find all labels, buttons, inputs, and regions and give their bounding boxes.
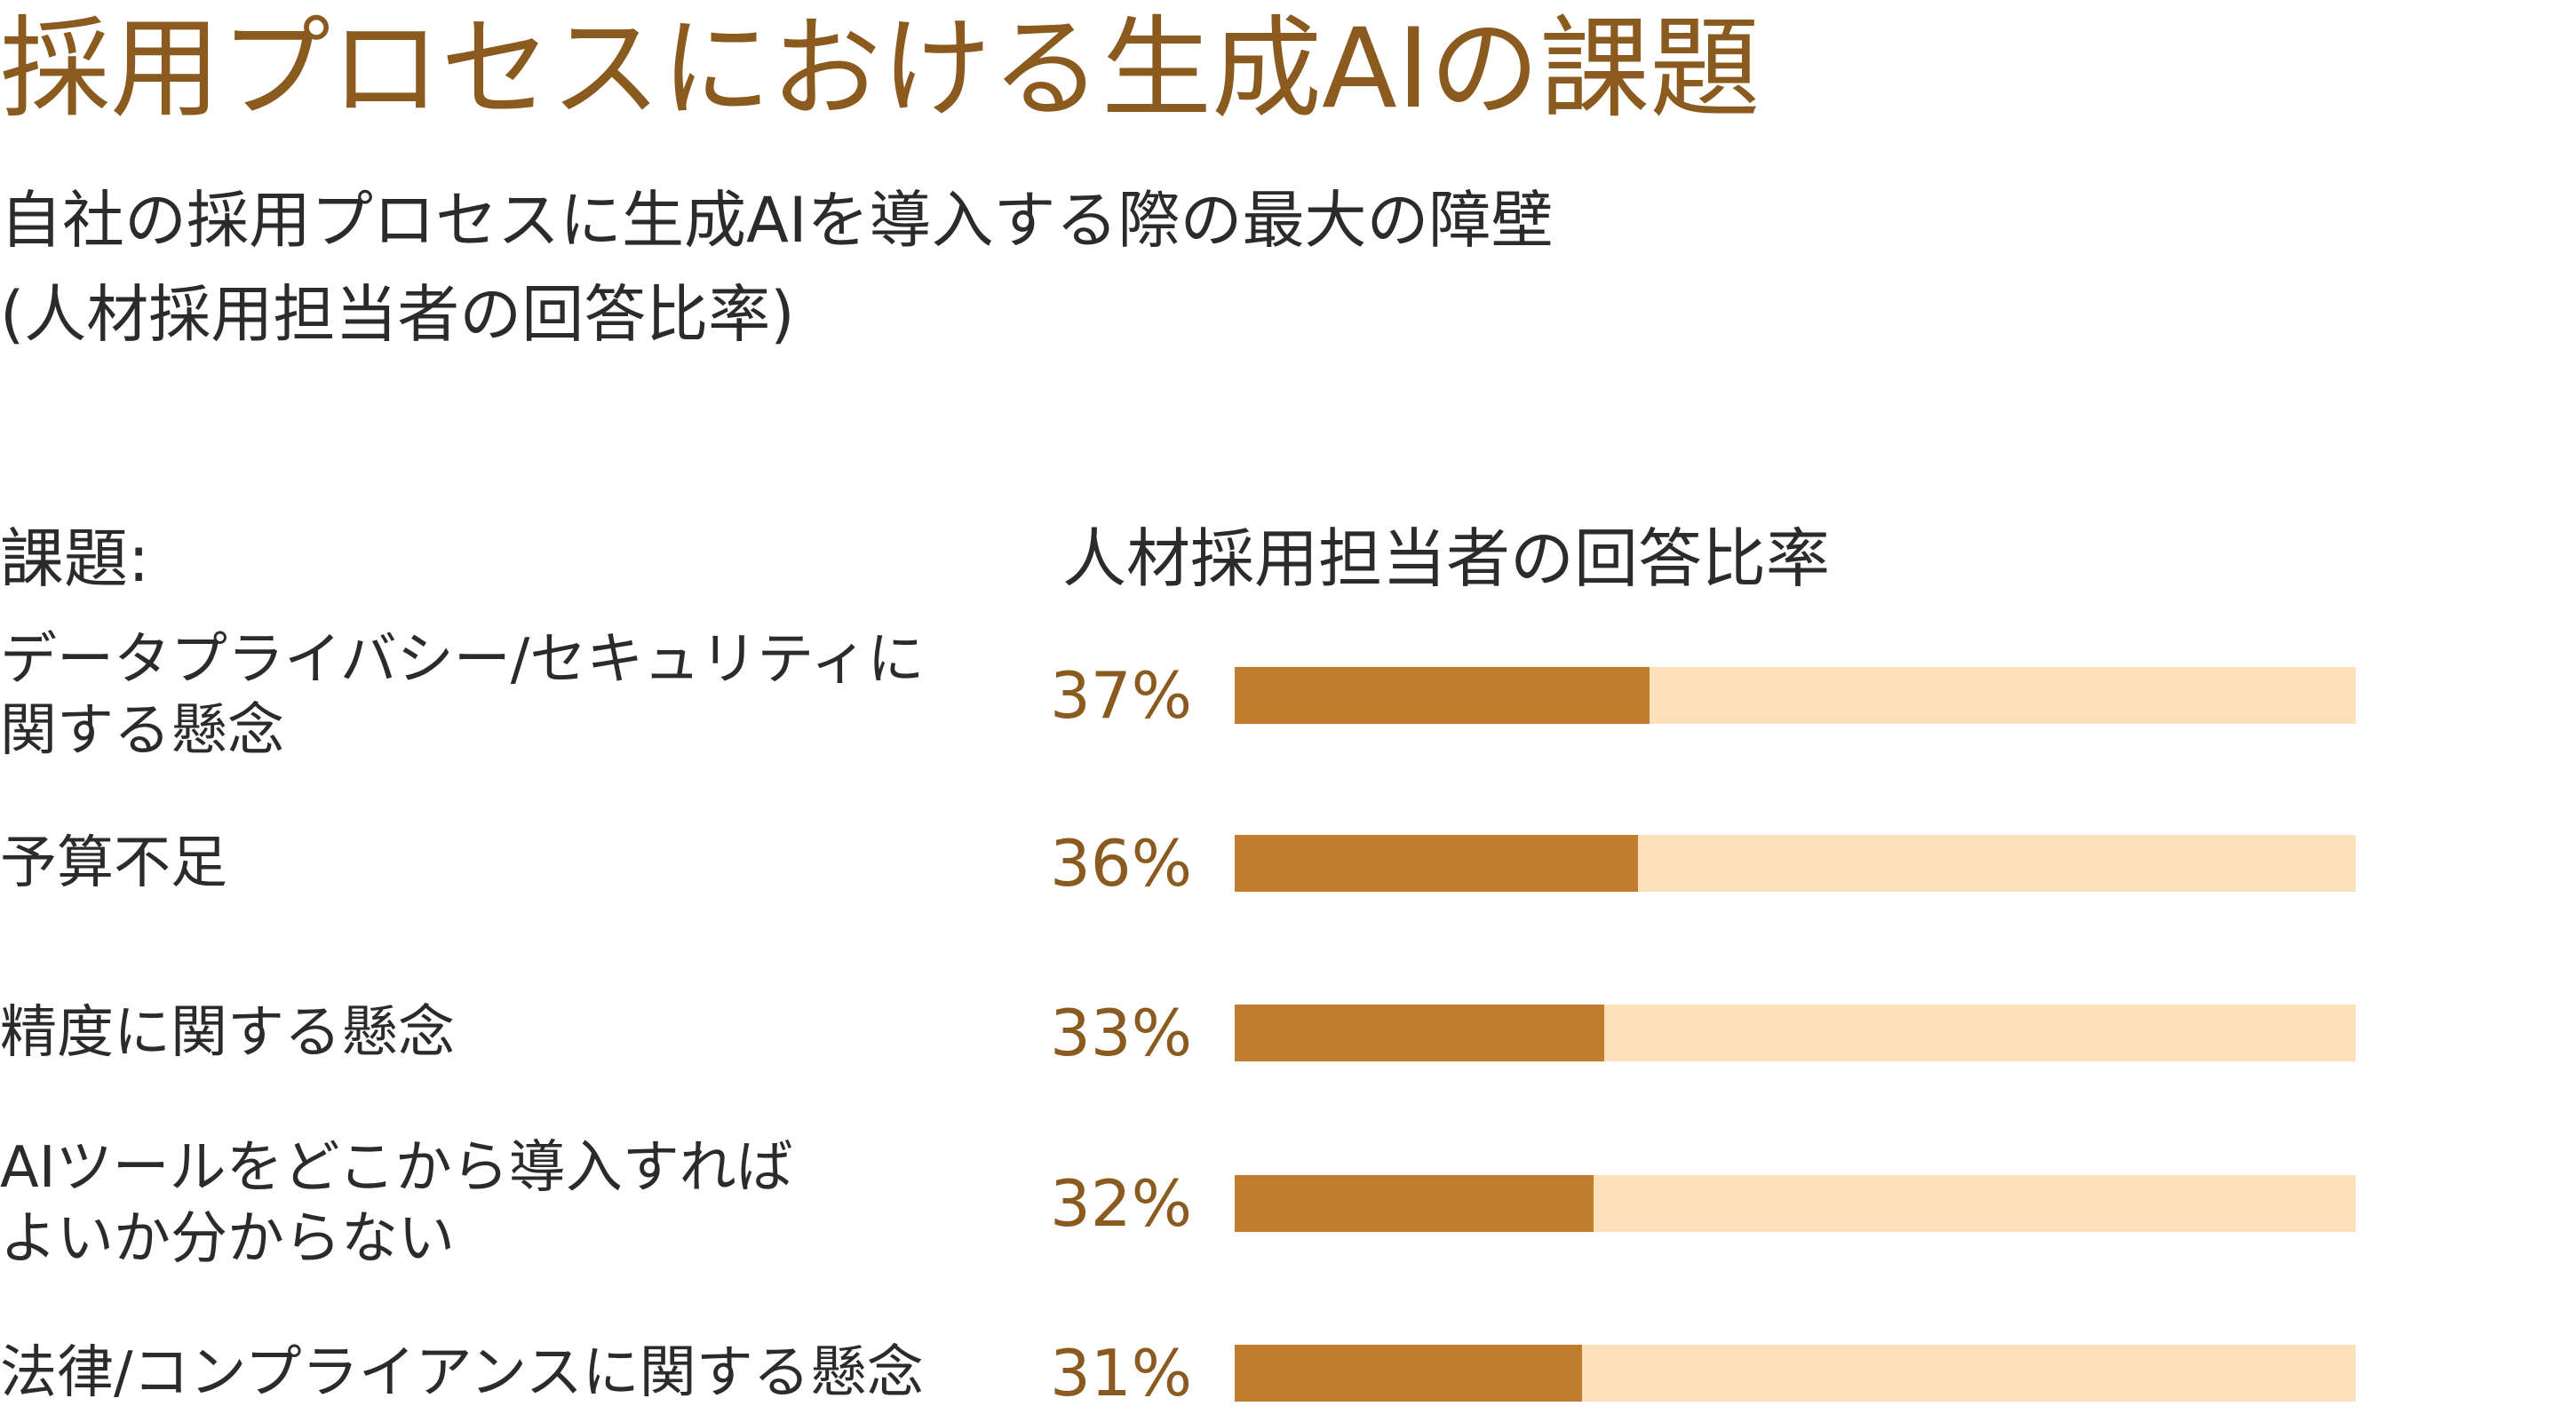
category-label: AIツールをどこから導入すれば よいか分からない bbox=[0, 1135, 793, 1272]
category-label: 予算不足 bbox=[0, 830, 227, 896]
bar bbox=[1235, 835, 1639, 892]
category-label: 法律/コンプライアンスに関する懸念 bbox=[0, 1340, 924, 1406]
bar bbox=[1235, 1005, 1605, 1061]
value-label: 37% bbox=[1050, 658, 1193, 733]
value-label: 32% bbox=[1050, 1166, 1193, 1241]
category-header: 課題: bbox=[0, 521, 150, 596]
bar bbox=[1235, 1175, 1594, 1232]
value-label: 31% bbox=[1050, 1336, 1193, 1410]
chart-title: 採用プロセスにおける生成AIの課題 bbox=[0, 5, 1761, 133]
category-label: 精度に関する懸念 bbox=[0, 1000, 455, 1066]
category-label: データプライバシー/セキュリティに 関する懸念 bbox=[0, 627, 925, 764]
value-header: 人材採用担当者の回答比率 bbox=[1062, 521, 1831, 596]
bar bbox=[1235, 1345, 1583, 1402]
value-label: 33% bbox=[1050, 996, 1193, 1070]
chart-subtitle: 自社の採用プロセスに生成AIを導入する際の最大の障壁 (人材採用担当者の回答比率… bbox=[0, 184, 1554, 351]
bar bbox=[1235, 667, 1650, 724]
value-label: 36% bbox=[1050, 826, 1193, 901]
